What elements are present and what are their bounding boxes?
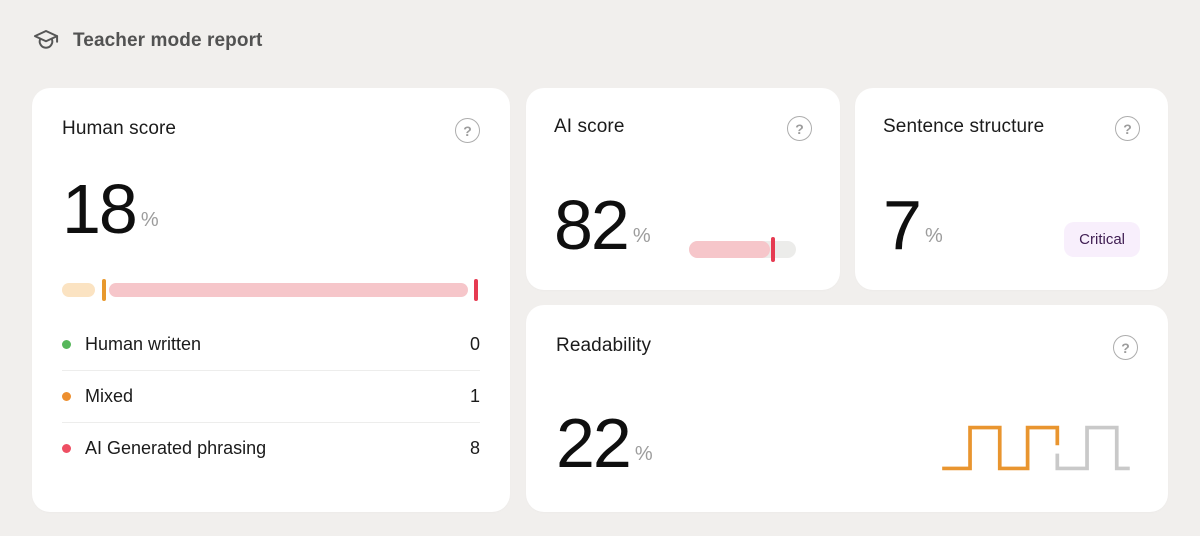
- sentence-structure-card: Sentence structure ? 7 % Critical: [855, 88, 1168, 290]
- ai-score-progress-fill: [688, 241, 770, 258]
- legend-value: 0: [469, 333, 480, 354]
- legend-label: Mixed: [85, 386, 134, 406]
- help-icon[interactable]: ?: [455, 118, 480, 143]
- readability-value: 22: [556, 404, 632, 482]
- ai-score-progress-bar: [688, 237, 796, 262]
- legend-dot-orange: [62, 392, 71, 401]
- legend-row-ai-generated: AI Generated phrasing 8: [62, 422, 480, 474]
- human-score-value: 18: [62, 170, 138, 248]
- legend-row-human-written: Human written 0: [62, 318, 480, 370]
- bar-tick-ai: [474, 279, 479, 301]
- square-wave-inactive-segment: [1055, 425, 1130, 471]
- ai-score-card: AI score ? 82 %: [526, 88, 840, 290]
- legend-dot-red: [62, 444, 71, 453]
- help-icon[interactable]: ?: [787, 116, 812, 141]
- square-wave-active-segment: [942, 425, 1060, 471]
- ai-score-unit: %: [632, 225, 651, 247]
- human-score-unit: %: [140, 209, 159, 231]
- ai-score-value: 82: [554, 186, 630, 264]
- help-icon[interactable]: ?: [1113, 335, 1138, 360]
- legend-label: AI Generated phrasing: [85, 438, 267, 458]
- readability-card: Readability ? 22 %: [526, 305, 1168, 512]
- bar-segment-ai: [108, 283, 469, 297]
- sentence-structure-value: 7: [883, 186, 922, 264]
- sentence-structure-unit: %: [924, 225, 943, 247]
- legend-row-mixed: Mixed 1: [62, 370, 480, 422]
- legend-dot-green: [62, 339, 71, 349]
- ai-score-title: AI score: [554, 116, 625, 137]
- sentence-structure-title: Sentence structure: [883, 116, 1045, 137]
- legend-value: 1: [469, 386, 480, 406]
- readability-unit: %: [634, 443, 653, 465]
- square-wave-icon: [942, 425, 1130, 471]
- legend-value: 8: [469, 438, 480, 458]
- human-score-legend: Human written 0 Mixed 1 AI Generated phr…: [62, 318, 480, 474]
- critical-status-badge: Critical: [1064, 222, 1140, 257]
- bar-segment-human: [62, 283, 96, 297]
- help-icon[interactable]: ?: [1115, 116, 1140, 141]
- legend-label: Human written: [85, 333, 202, 354]
- readability-title: Readability: [556, 335, 652, 356]
- human-score-distribution-bar: [62, 279, 480, 301]
- ai-score-progress-tick: [770, 237, 775, 262]
- bar-tick-mixed: [102, 279, 107, 301]
- page-title: Teacher mode report: [73, 30, 263, 51]
- report-header: Teacher mode report: [32, 27, 263, 55]
- graduation-cap-icon: [33, 29, 59, 49]
- human-score-card: Human score ? 18 % Human written 0 Mixed…: [32, 88, 510, 512]
- human-score-title: Human score: [62, 118, 177, 139]
